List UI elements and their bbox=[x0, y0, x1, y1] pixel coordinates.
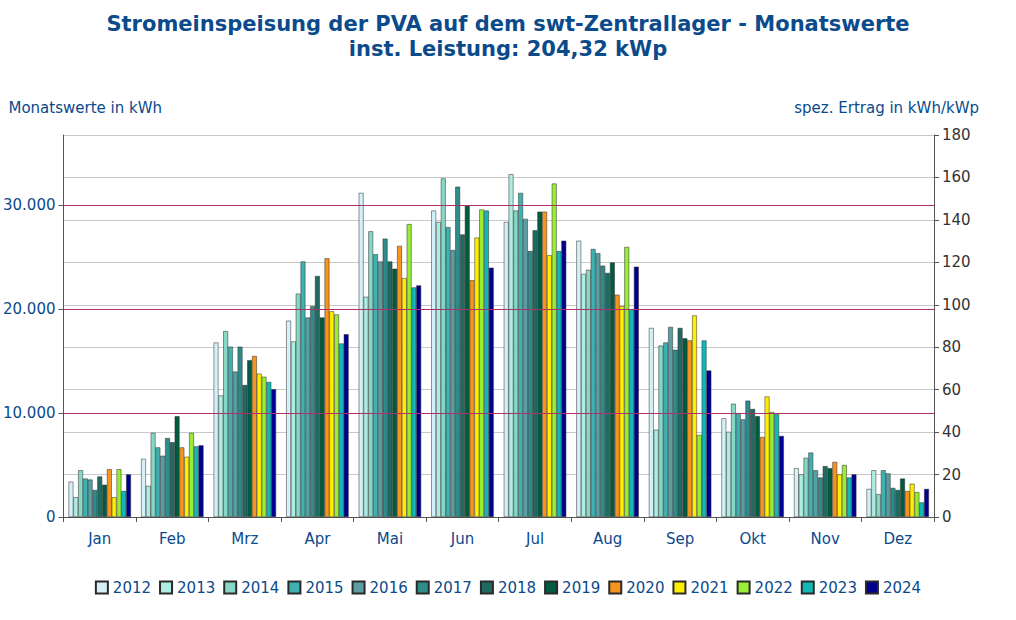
svg-text:2016: 2016 bbox=[370, 579, 408, 597]
svg-text:Mrz: Mrz bbox=[231, 530, 258, 548]
svg-text:2017: 2017 bbox=[434, 579, 472, 597]
svg-text:Feb: Feb bbox=[159, 530, 186, 548]
svg-text:20.000: 20.000 bbox=[3, 300, 56, 318]
svg-text:Sep: Sep bbox=[666, 530, 694, 548]
svg-text:2018: 2018 bbox=[498, 579, 536, 597]
svg-text:0: 0 bbox=[942, 508, 952, 526]
svg-text:30.000: 30.000 bbox=[3, 196, 56, 214]
svg-text:Nov: Nov bbox=[811, 530, 840, 548]
svg-text:2015: 2015 bbox=[305, 579, 343, 597]
svg-text:0: 0 bbox=[46, 508, 56, 526]
svg-text:160: 160 bbox=[942, 168, 971, 186]
svg-text:2024: 2024 bbox=[883, 579, 921, 597]
svg-text:80: 80 bbox=[942, 338, 961, 356]
svg-text:Stromeinspeisung der PVA auf d: Stromeinspeisung der PVA auf dem swt-Zen… bbox=[106, 12, 909, 36]
svg-text:2021: 2021 bbox=[690, 579, 728, 597]
svg-text:Dez: Dez bbox=[883, 530, 912, 548]
svg-text:Jun: Jun bbox=[450, 530, 474, 548]
svg-text:120: 120 bbox=[942, 253, 971, 271]
svg-text:spez. Ertrag in kWh/kWp: spez. Ertrag in kWh/kWp bbox=[794, 99, 979, 117]
svg-text:2013: 2013 bbox=[177, 579, 215, 597]
svg-text:Monatswerte in kWh: Monatswerte in kWh bbox=[8, 99, 162, 117]
svg-text:180: 180 bbox=[942, 126, 971, 144]
svg-text:Mai: Mai bbox=[377, 530, 403, 548]
svg-text:Jul: Jul bbox=[525, 530, 544, 548]
svg-text:2020: 2020 bbox=[626, 579, 664, 597]
svg-text:40: 40 bbox=[942, 423, 961, 441]
svg-text:20: 20 bbox=[942, 466, 961, 484]
svg-text:Okt: Okt bbox=[739, 530, 765, 548]
svg-text:60: 60 bbox=[942, 381, 961, 399]
svg-text:inst. Leistung: 204,32 kWp: inst. Leistung: 204,32 kWp bbox=[349, 37, 668, 61]
svg-text:Apr: Apr bbox=[304, 530, 331, 548]
svg-text:2014: 2014 bbox=[241, 579, 279, 597]
svg-text:2023: 2023 bbox=[819, 579, 857, 597]
svg-text:2012: 2012 bbox=[113, 579, 151, 597]
svg-text:10.000: 10.000 bbox=[3, 404, 56, 422]
svg-text:Aug: Aug bbox=[593, 530, 622, 548]
svg-text:Jan: Jan bbox=[87, 530, 111, 548]
svg-text:2022: 2022 bbox=[755, 579, 793, 597]
svg-text:140: 140 bbox=[942, 211, 971, 229]
svg-text:2019: 2019 bbox=[562, 579, 600, 597]
svg-text:100: 100 bbox=[942, 296, 971, 314]
